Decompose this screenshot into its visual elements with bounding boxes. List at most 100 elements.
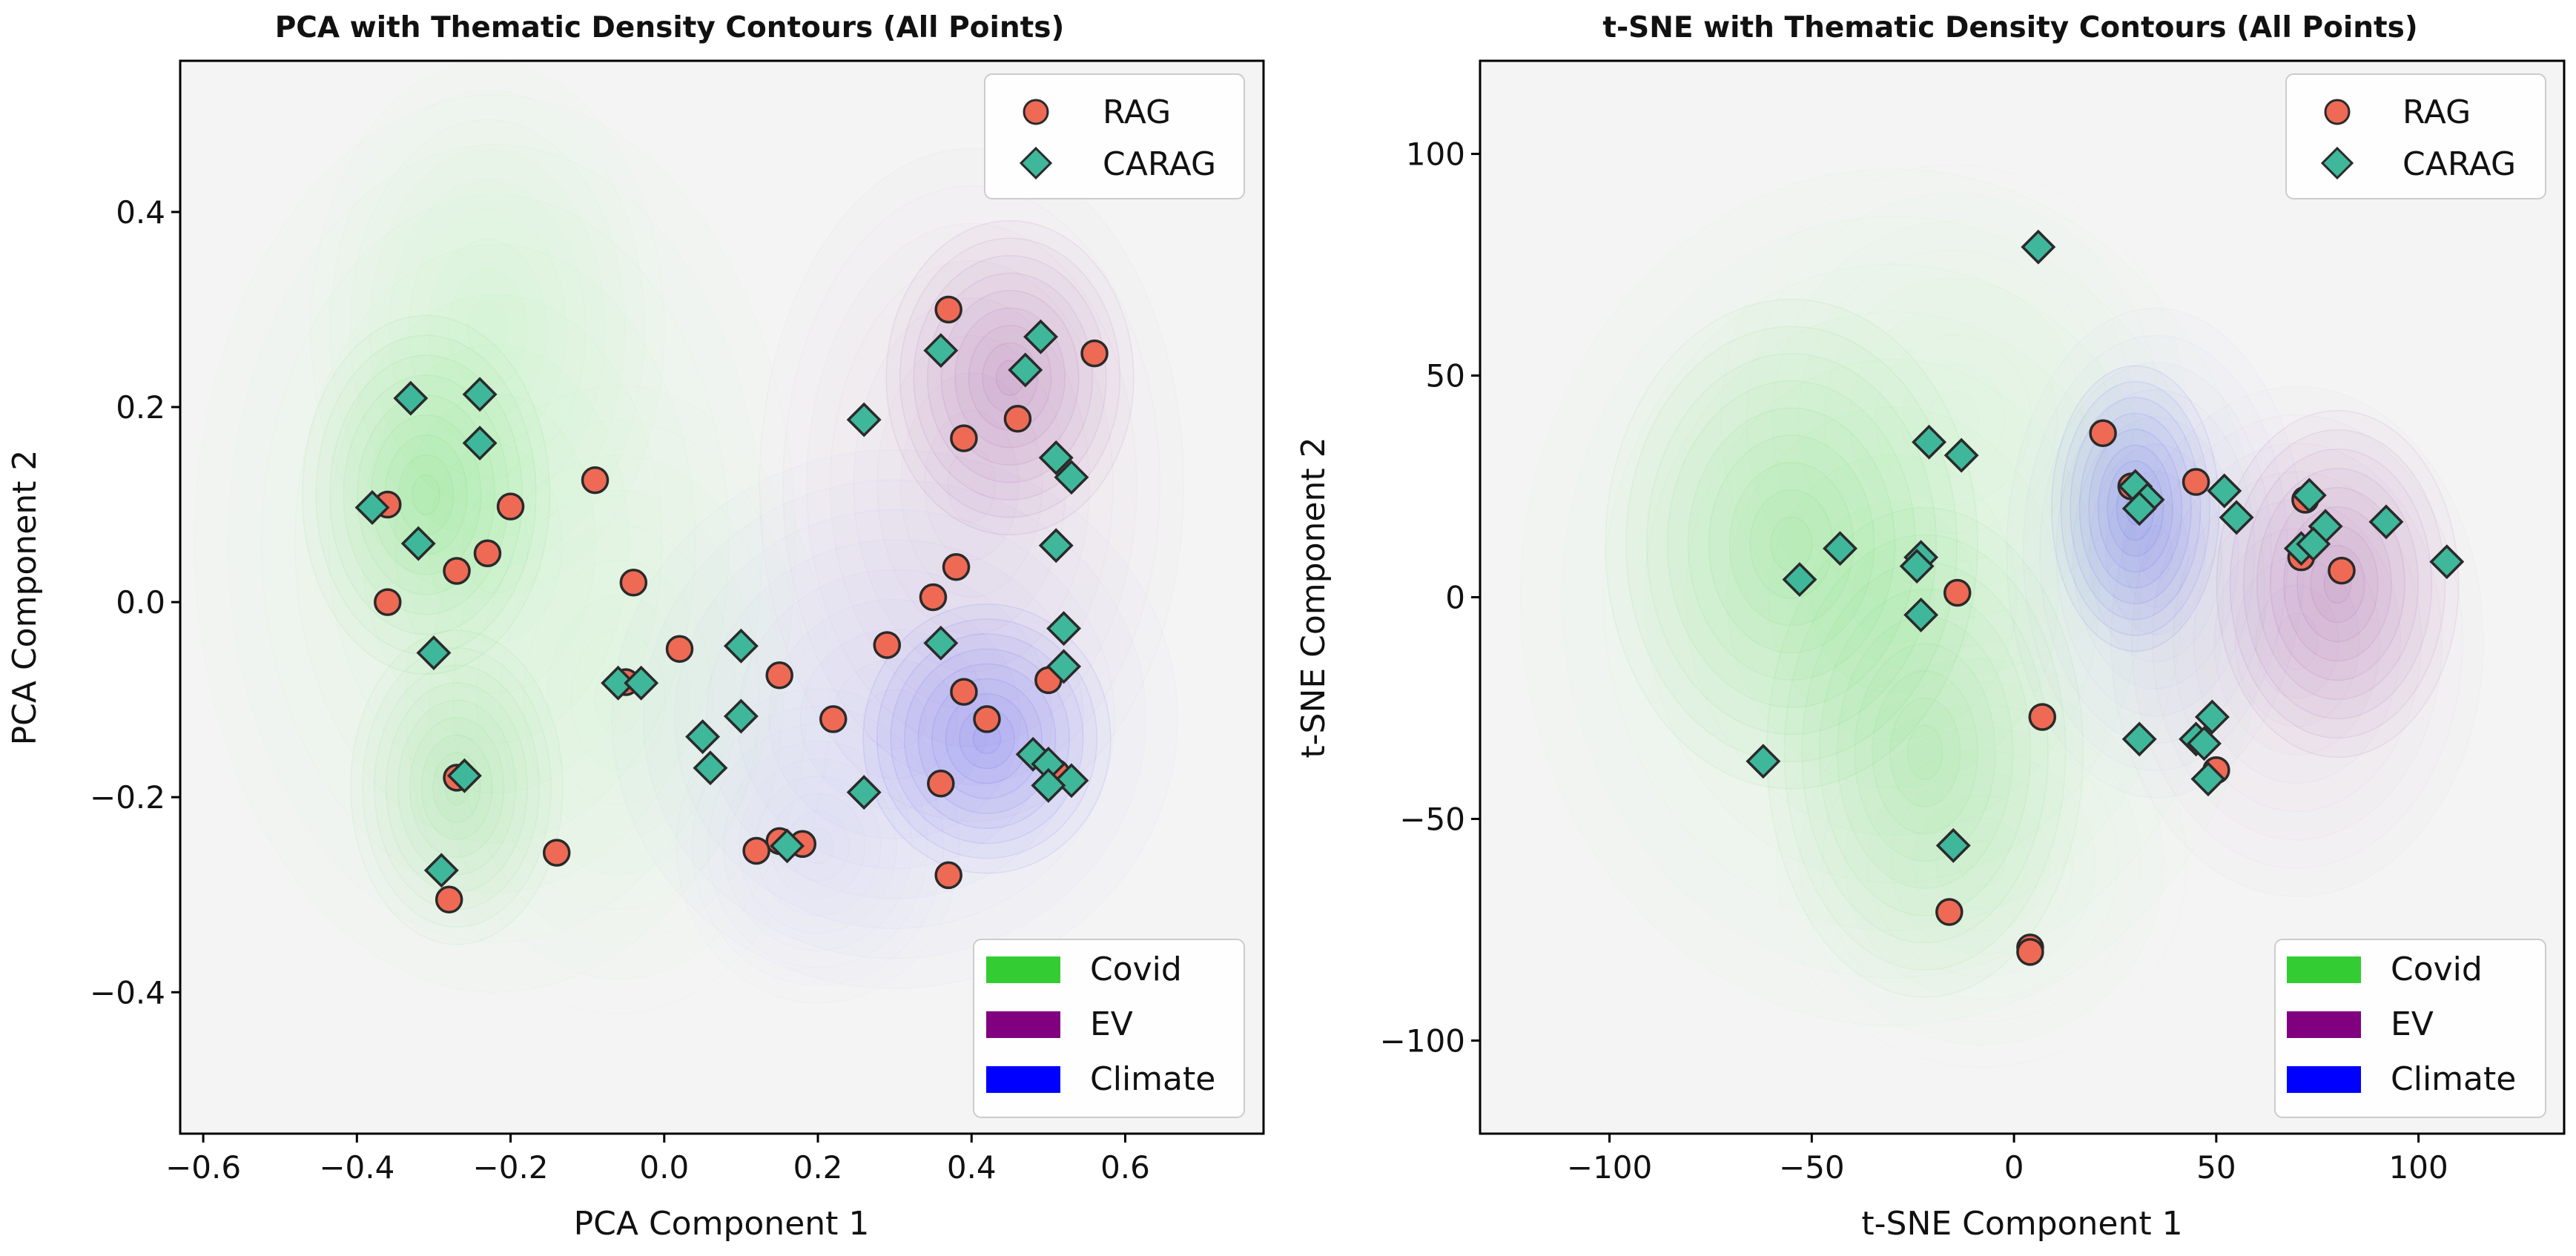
ev-legend-label: EV [1090,1005,1133,1043]
carag-point [2207,473,2242,509]
legend-box [984,73,1245,199]
carag-point [1912,424,1947,460]
carag-point [1054,763,1089,799]
carag-point [2121,491,2157,526]
covid-contour-level [1605,298,1978,790]
rag-point [942,552,971,581]
rag-point [2182,468,2210,496]
x-tick-label: −0.2 [473,1149,549,1186]
rag-legend-label: RAG [2402,93,2471,131]
climate-contour-level [2097,444,2173,573]
carag-point [1899,549,1935,584]
rag-point [1935,898,1964,926]
y-tick-label: −0.4 [90,974,165,1011]
carag-point [354,490,390,525]
carag-point [1031,767,1066,803]
tsne-theme-legend: Covid EV Climate [2274,939,2546,1118]
rag-point [2089,419,2117,448]
carag-point [1823,531,1857,566]
covid-legend-swatch [2287,956,2361,983]
x-tick-label: 0.0 [639,1149,689,1186]
rag-point [1080,339,1109,368]
rag-point [665,635,694,663]
climate-contour-level [890,633,1084,845]
ev-contour-level [913,255,1107,500]
ev-density [2216,410,2460,758]
covid-contour-level [409,717,505,858]
covid-contour-level [420,734,493,841]
carag-legend-marker [1019,146,1053,180]
x-tick-label: 0.6 [1100,1149,1150,1186]
carag-point [1038,440,1074,475]
pca-y-axis-label: PCA Component 2 [6,450,44,746]
rag-point [542,839,571,867]
pca-scatter-points [354,295,1109,914]
tsne-x-axis: −100 −50 0 50 100 [1567,1134,2448,1186]
carag-point [1054,460,1089,495]
climate-legend-swatch [2287,1066,2361,1093]
climate-contour-level [876,618,1098,859]
rag-point [619,569,648,597]
carag-point [462,377,498,412]
carag-point [2219,500,2254,535]
carag-point [685,719,721,755]
ev-contour-level [940,290,1080,466]
carag-point [1935,827,1971,863]
rag-point [581,466,610,495]
carag-point [2296,526,2331,562]
covid-contour-level [1819,588,2032,916]
carag-point [2021,229,2056,265]
covid-legend-label: Covid [1090,951,1182,988]
rag-point [2016,938,2044,966]
rag-legend-marker [1023,99,1049,125]
ev-contour-level [954,307,1066,449]
climate-contour-level [904,648,1070,830]
climate-contour-level [917,663,1057,814]
x-tick-label: 100 [2389,1149,2448,1186]
ev-contour-level [885,219,1135,536]
climate-legend-swatch [986,1066,1060,1093]
carag-point [2429,544,2465,580]
rag-point [742,836,770,865]
carag-point [446,758,482,793]
covid-density [1605,298,2084,998]
climate-contour-level [2139,526,2173,580]
rag-point [374,588,402,616]
carag-point [1023,319,1058,354]
covid-contour-level [329,354,524,635]
x-tick-label: −100 [1567,1149,1652,1186]
rag-point [765,661,793,690]
rag-point [950,678,978,706]
rag-point [819,705,848,733]
carag-point [2368,504,2404,540]
covid-contour-level [1854,643,1996,862]
y-tick-label: 0.0 [116,584,165,621]
rag-point [496,492,525,520]
ev-density [885,219,1135,536]
y-tick-label: 0.4 [116,194,165,231]
carag-legend-marker [2320,146,2354,180]
ev-contour-level [2242,448,2433,720]
pca-density-contours [302,219,1135,945]
rag-point [1943,578,1972,607]
covid-contour-level [1728,461,1855,627]
ev-contour-level [2216,410,2460,758]
carag-point [1008,352,1043,388]
climate-contour-level [945,693,1029,784]
rag-point [934,861,962,890]
covid-contour-level [357,394,496,595]
carag-point [2194,699,2230,735]
pca-panel: PCA with Thematic Density Contours (All … [6,11,1265,1243]
carag-point [2190,761,2226,797]
carag-point [1038,528,1074,563]
x-tick-label: 50 [2196,1149,2236,1186]
rag-point [973,705,1001,733]
carag-point [1015,736,1051,772]
climate-contour-level [2051,365,2220,652]
y-tick-label: −50 [1399,801,1465,837]
carag-point [770,828,805,864]
carag-point [423,853,459,888]
rag-point [443,557,471,585]
covid-contour-level [1708,434,1875,654]
